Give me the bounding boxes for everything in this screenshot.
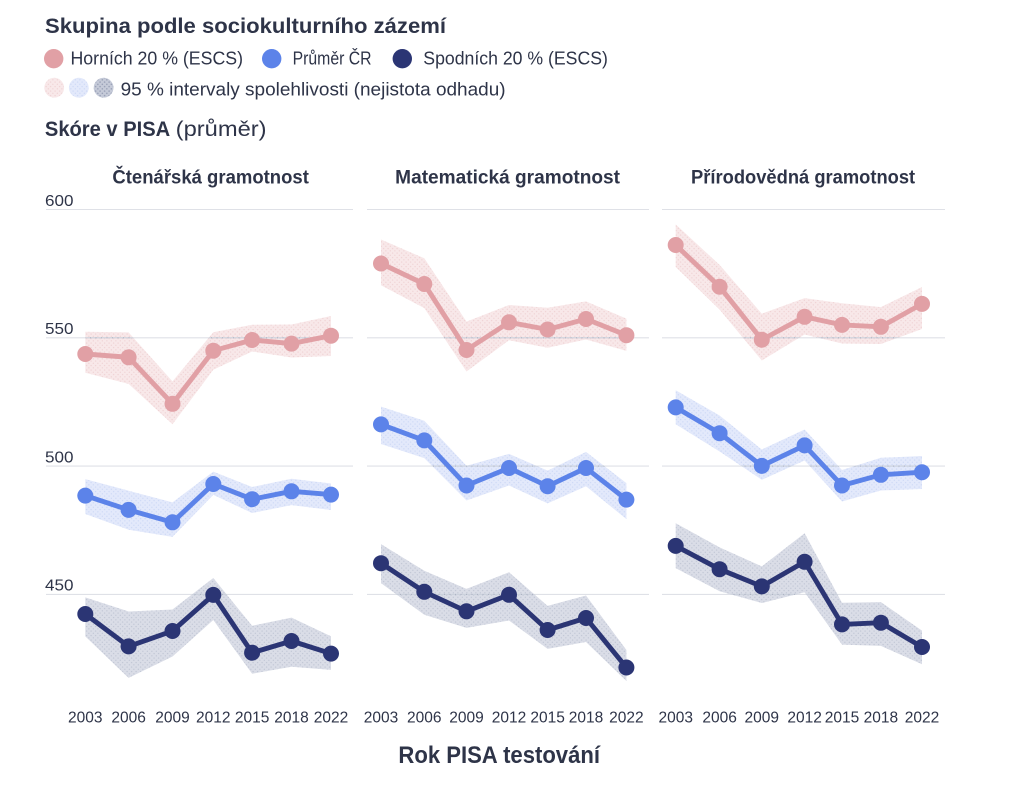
svg-text:2015: 2015 bbox=[825, 709, 860, 726]
svg-text:2022: 2022 bbox=[609, 709, 644, 726]
svg-text:2018: 2018 bbox=[569, 709, 604, 726]
svg-text:Rok PISA testování: Rok PISA testování bbox=[398, 742, 601, 769]
svg-text:Skupina podle sociokulturního: Skupina podle sociokulturního zázemí bbox=[45, 15, 447, 38]
svg-text:Průměr ČR: Průměr ČR bbox=[293, 48, 372, 69]
svg-text:Čtenářská gramotnost: Čtenářská gramotnost bbox=[112, 167, 309, 189]
svg-text:2012: 2012 bbox=[787, 709, 822, 726]
svg-text:2003: 2003 bbox=[658, 709, 693, 726]
svg-text:2006: 2006 bbox=[111, 709, 146, 726]
svg-text:Přírodovědná gramotnost: Přírodovědná gramotnost bbox=[691, 168, 916, 189]
svg-text:2012: 2012 bbox=[196, 709, 231, 726]
svg-text:2022: 2022 bbox=[905, 709, 940, 726]
svg-text:450: 450 bbox=[45, 578, 74, 595]
svg-text:2009: 2009 bbox=[449, 709, 484, 726]
svg-text:600: 600 bbox=[45, 193, 74, 210]
svg-text:2003: 2003 bbox=[68, 709, 103, 726]
svg-text:2012: 2012 bbox=[492, 709, 527, 726]
svg-text:500: 500 bbox=[45, 449, 74, 466]
svg-text:2003: 2003 bbox=[364, 709, 399, 726]
svg-text:Spodních 20 % (ESCS): Spodních 20 % (ESCS) bbox=[423, 49, 608, 69]
svg-text:2006: 2006 bbox=[702, 709, 737, 726]
svg-text:95 % intervaly spolehlivosti (: 95 % intervaly spolehlivosti (nejistota … bbox=[121, 80, 506, 100]
svg-text:Horních 20 % (ESCS): Horních 20 % (ESCS) bbox=[71, 49, 244, 69]
svg-text:2022: 2022 bbox=[314, 709, 349, 726]
svg-text:550: 550 bbox=[45, 321, 74, 338]
svg-text:2015: 2015 bbox=[235, 709, 270, 726]
svg-text:2018: 2018 bbox=[864, 709, 899, 726]
svg-text:2015: 2015 bbox=[530, 709, 565, 726]
svg-text:2009: 2009 bbox=[155, 709, 190, 726]
svg-text:2006: 2006 bbox=[407, 709, 442, 726]
svg-text:Skóre v PISA: Skóre v PISA bbox=[45, 118, 170, 141]
svg-text:2009: 2009 bbox=[745, 709, 780, 726]
svg-text:(průměr): (průměr) bbox=[176, 118, 267, 141]
svg-text:Matematická gramotnost: Matematická gramotnost bbox=[395, 168, 620, 189]
svg-text:2018: 2018 bbox=[274, 709, 309, 726]
